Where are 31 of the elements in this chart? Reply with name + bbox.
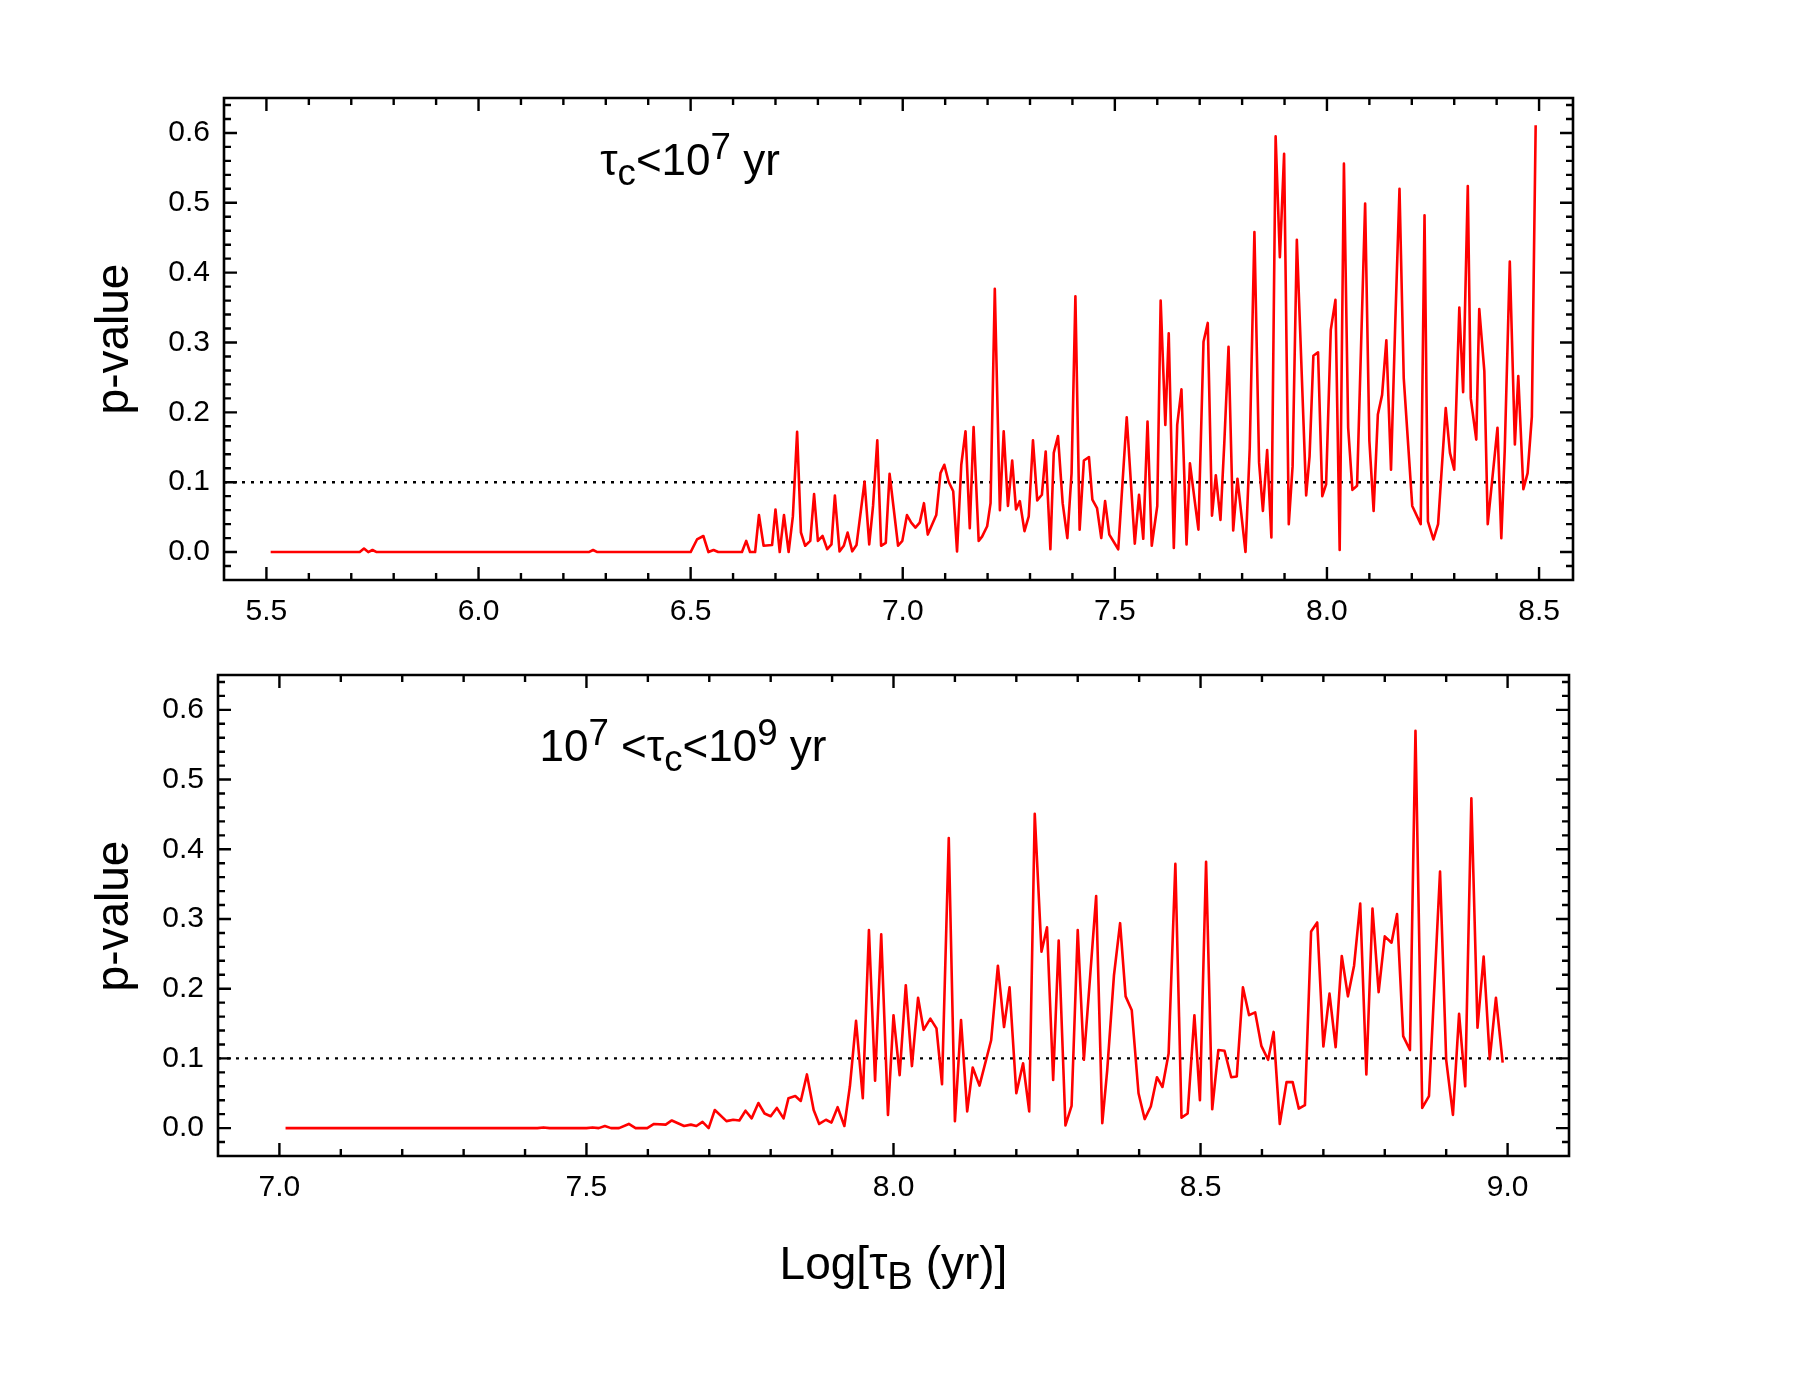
annotation: 10$^{7}$ <τ$_{c}$<10$^{9}$ yr [539,712,827,780]
x-tick-label: 7.0 [881,593,924,627]
x-tick-label: 6.0 [457,593,500,627]
x-tick-label: 6.5 [669,593,712,627]
x-tick-label: 7.5 [1093,593,1136,627]
y-tick-label: 0.5 [168,184,210,218]
y-tick-label: 0.1 [162,1039,204,1073]
x-tick-label: 5.5 [245,593,288,627]
x-tick-label: 8.5 [1179,1169,1222,1203]
y-tick-label: 0.3 [162,900,204,934]
x-tick-label: 8.0 [872,1169,915,1203]
x-tick-label: 8.0 [1306,593,1348,627]
x-tick-label: 7.0 [258,1169,301,1203]
x-axis-title: Log[τ$_{B}$ (yr)] [779,1236,1008,1299]
y-tick-label: 0.3 [168,323,210,357]
y-tick-label: 0.6 [168,114,210,148]
y-tick-label: 0.1 [168,463,210,497]
x-tick-label: 8.5 [1518,593,1560,627]
y-tick-label: 0.6 [162,691,204,725]
y-axis-title: p-value [85,263,139,415]
y-tick-label: 0.0 [162,1109,204,1143]
annotation: τ$_{c}$<10$^{7}$ yr [600,126,780,194]
x-tick-label: 9.0 [1486,1169,1529,1203]
y-tick-label: 0.2 [162,969,204,1003]
y-tick-label: 0.5 [162,760,204,794]
y-axis-title: p-value [85,840,139,991]
x-tick-label: 7.5 [565,1169,608,1203]
y-tick-label: 0.4 [168,253,210,287]
y-tick-label: 0.4 [162,830,204,864]
y-tick-label: 0.2 [168,393,210,427]
y-tick-label: 0.0 [168,533,210,567]
